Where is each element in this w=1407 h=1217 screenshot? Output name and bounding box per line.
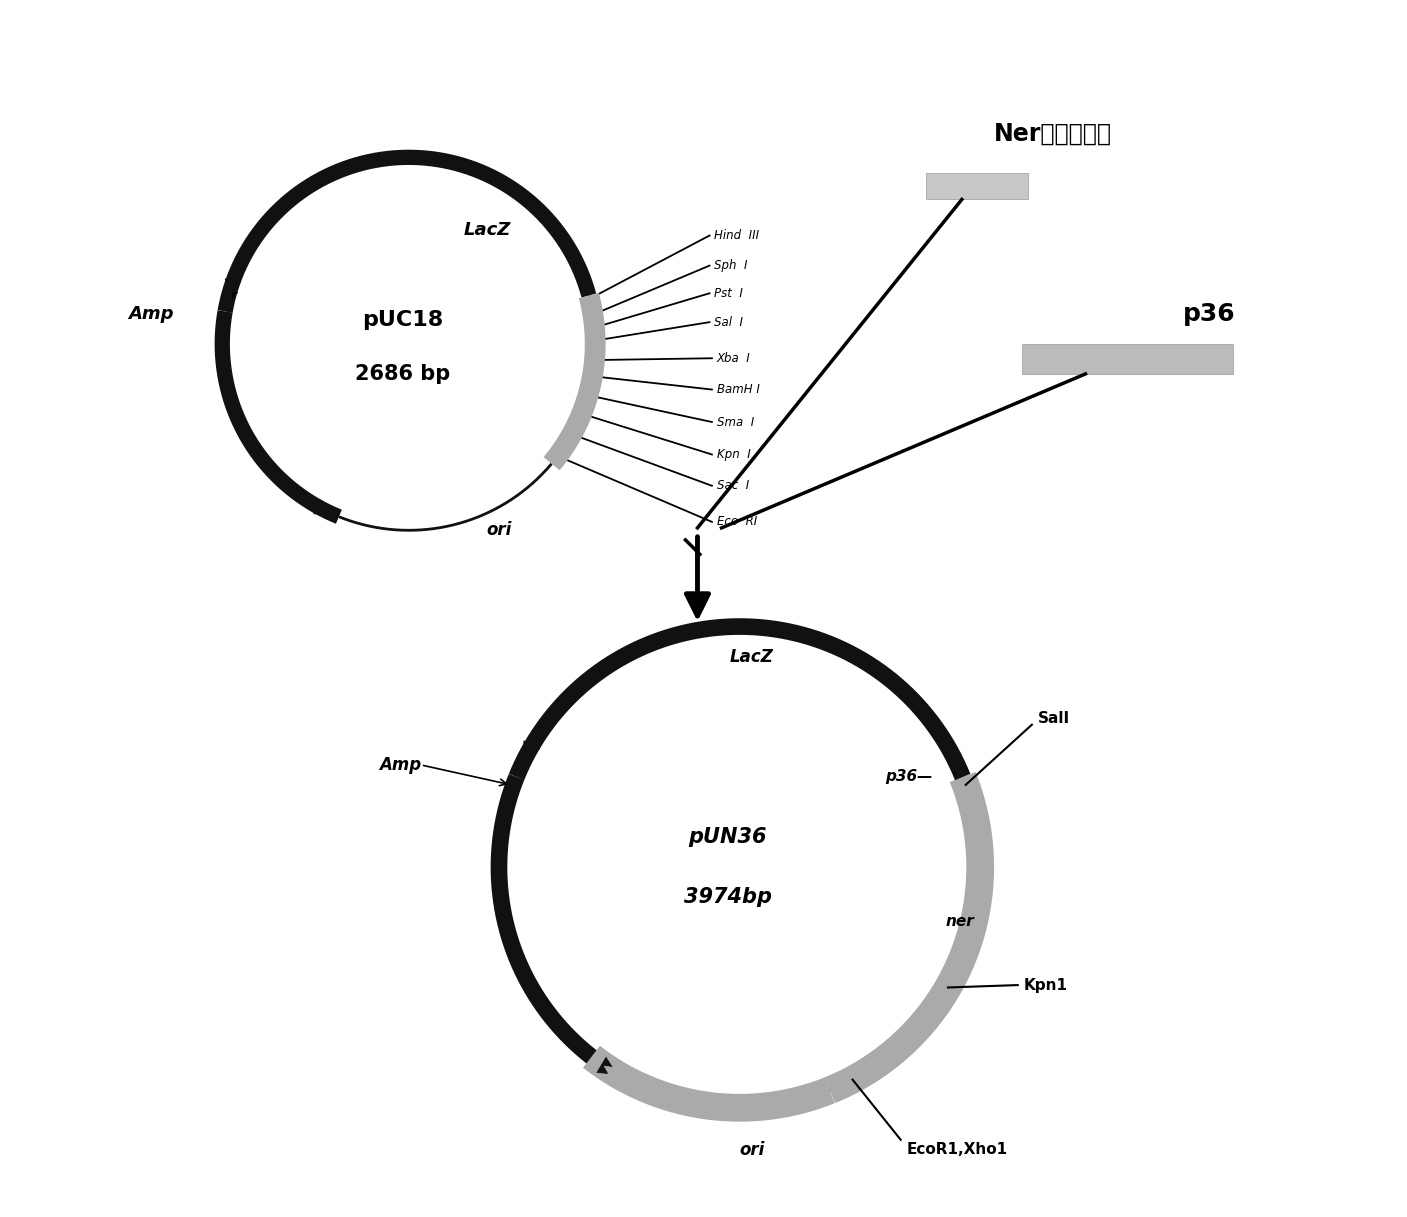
Text: EcoR1,Xho1: EcoR1,Xho1 (906, 1142, 1007, 1157)
Text: Xba  I: Xba I (716, 352, 750, 365)
Text: Sac  I: Sac I (716, 479, 749, 493)
Text: Sma  I: Sma I (716, 415, 754, 428)
Text: Amp: Amp (128, 304, 174, 323)
Text: Hind  III: Hind III (715, 229, 760, 242)
Text: SalI: SalI (1038, 711, 1069, 727)
Text: p36: p36 (1182, 302, 1235, 326)
Text: Sal  I: Sal I (715, 315, 743, 329)
Bar (1023, 344, 1233, 374)
Text: r: r (231, 290, 236, 302)
Text: Sph  I: Sph I (715, 259, 749, 273)
Text: 3974bp: 3974bp (684, 887, 771, 907)
Text: LacZ: LacZ (730, 647, 774, 666)
Text: Ner启动子序列: Ner启动子序列 (993, 122, 1112, 145)
Text: LacZ: LacZ (463, 220, 511, 239)
Text: p36—: p36— (885, 769, 931, 785)
Text: Eco  RI: Eco RI (716, 515, 757, 528)
Text: pUN36: pUN36 (688, 828, 767, 847)
Text: ori: ori (487, 521, 512, 539)
Bar (926, 173, 1029, 200)
Text: BamH I: BamH I (716, 383, 760, 396)
Text: pUC18: pUC18 (362, 310, 443, 330)
Text: ner: ner (946, 914, 974, 929)
Text: 2686 bp: 2686 bp (355, 364, 450, 383)
Text: ori: ori (739, 1140, 764, 1159)
Text: Pst  I: Pst I (715, 287, 743, 299)
Text: Amp: Amp (378, 756, 421, 774)
Text: Kpn1: Kpn1 (1024, 977, 1068, 993)
Text: Kpn  I: Kpn I (716, 448, 750, 461)
